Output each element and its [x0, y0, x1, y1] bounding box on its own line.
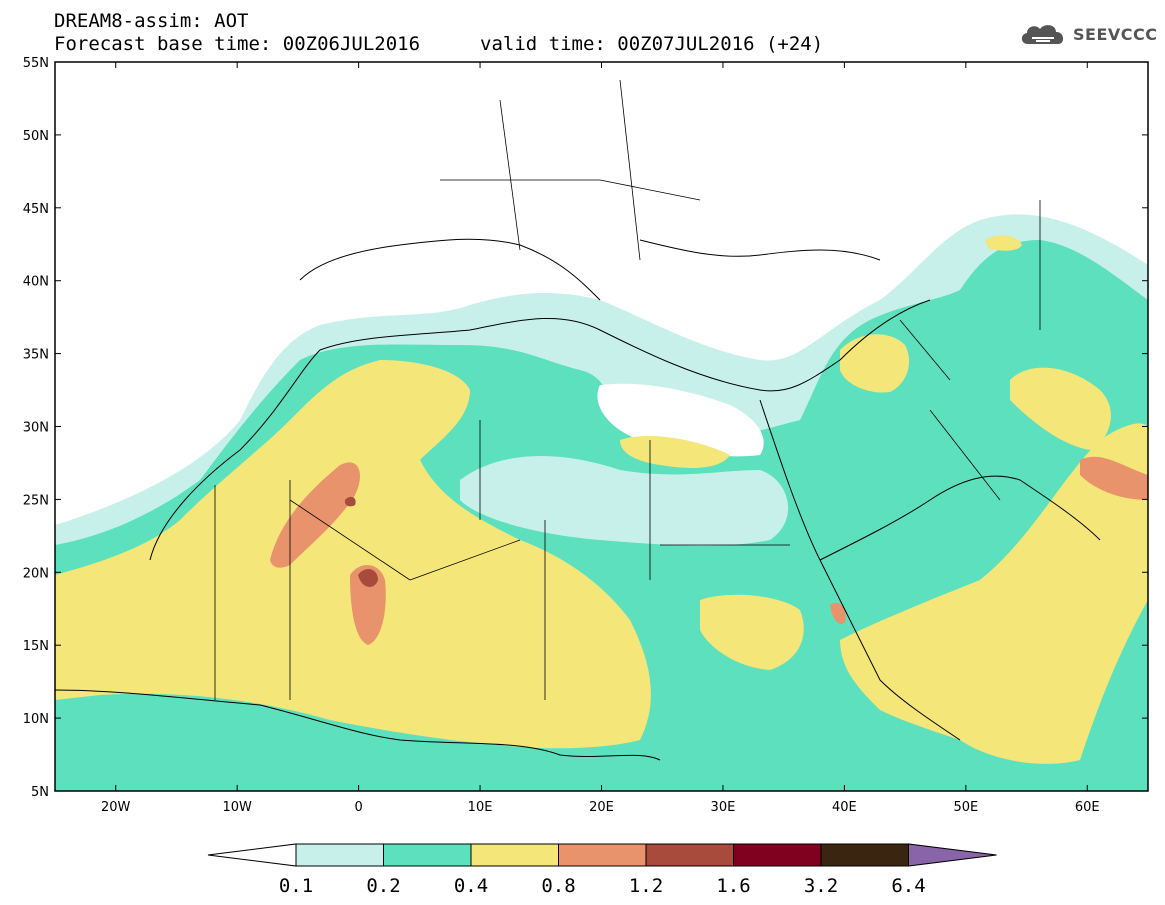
latitude-axis: 55N 50N 45N 40N 35N 30N 25N 20N 15N 10N 5N	[23, 56, 1148, 800]
aot-band-0.4-sudan	[700, 594, 804, 670]
lon-tick-label: 40E	[832, 800, 857, 815]
lat-tick-label: 30N	[23, 421, 49, 436]
aot-band-1.2-sahara	[344, 496, 356, 507]
aot-band-0.4-west	[55, 360, 651, 749]
cloud-icon	[1021, 25, 1064, 44]
lon-tick-label: 30E	[711, 800, 736, 815]
lat-tick-label: 20N	[23, 566, 49, 581]
lat-tick-label: 15N	[23, 639, 49, 654]
colorbar-label: 1.6	[716, 875, 750, 897]
aot-band-0.4-iran	[1010, 367, 1111, 450]
aot-band-0.4-arabia	[840, 423, 1148, 764]
colorbar-label: 3.2	[804, 875, 838, 897]
aot-band-0.8-sahara	[270, 462, 360, 568]
colorbar-bin	[645, 843, 734, 867]
aot-band-1.2-mali	[358, 568, 378, 587]
aot-band-0.8-eritrea	[830, 602, 846, 625]
logo-text: SEEVCCC	[1073, 24, 1158, 44]
lon-tick-label: 0	[354, 800, 362, 815]
colorbar-bin	[383, 843, 472, 867]
longitude-axis: 20W 10W 0 10E 20E 30E 40E 50E 60E	[101, 62, 1100, 815]
colorbar-label: 0.8	[541, 875, 575, 897]
aot-band-0.8-mali	[350, 564, 386, 645]
lon-tick-label: 50E	[953, 800, 978, 815]
colorbar-bin	[820, 843, 909, 867]
colorbar-over-triangle	[908, 843, 997, 867]
lon-tick-label: 20E	[589, 800, 614, 815]
colorbar-label: 6.4	[891, 875, 925, 897]
valid-time: valid time: 00Z07JUL2016 (+24)	[480, 33, 824, 55]
seevccc-logo: SEEVCCC	[1018, 22, 1158, 46]
aot-band-0.4-libya-strip	[620, 435, 730, 468]
lon-tick-label: 10E	[468, 800, 493, 815]
lat-tick-label: 50N	[23, 129, 49, 144]
aot-field	[55, 214, 1148, 791]
aot-band-0.8-arabia	[1080, 456, 1148, 500]
colorbar-label: 0.2	[366, 875, 400, 897]
colorbar-under-triangle	[207, 843, 297, 867]
lon-tick-label: 10W	[222, 800, 252, 815]
lon-tick-label: 60E	[1075, 800, 1100, 815]
lon-tick-label: 20W	[101, 800, 131, 815]
lat-tick-label: 10N	[23, 712, 49, 727]
forecast-base-time: Forecast base time: 00Z06JUL2016	[54, 33, 421, 55]
colorbar-bin	[558, 843, 647, 867]
colorbar-label: 0.1	[279, 875, 313, 897]
lat-tick-label: 5N	[31, 785, 49, 800]
lat-tick-label: 25N	[23, 493, 49, 508]
lat-tick-label: 55N	[23, 56, 49, 71]
colorbar-bin	[470, 843, 559, 867]
colorbar-bin	[295, 843, 384, 867]
coastlines	[55, 238, 1101, 761]
lat-tick-label: 45N	[23, 202, 49, 217]
clear-area-egypt	[460, 456, 789, 546]
country-borders	[214, 79, 1041, 700]
colorbar-bin	[733, 843, 822, 867]
lat-tick-label: 35N	[23, 348, 49, 363]
colorbar-label: 0.4	[454, 875, 488, 897]
lat-tick-label: 40N	[23, 275, 49, 290]
map-title: DREAM8-assim: AOT	[54, 10, 249, 32]
colorbar: 0.1 0.2 0.4 0.8 1.2 1.6 3.2 6.4	[207, 843, 997, 897]
colorbar-label: 1.2	[629, 875, 663, 897]
aot-band-0.4-iraq	[840, 334, 910, 393]
aot-band-0.4-caspian	[985, 235, 1022, 251]
